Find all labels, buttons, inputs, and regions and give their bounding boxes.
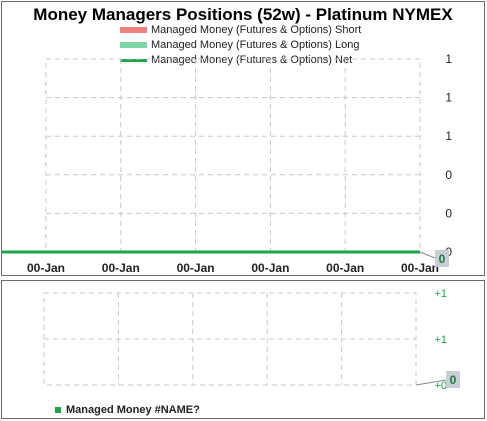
y-tick-label: 0 — [445, 206, 452, 220]
plot-frame — [45, 58, 421, 253]
x-tick-label: 00-Jan — [401, 261, 439, 275]
last-value-label: 0 — [439, 252, 446, 266]
bottom-chart-panel: +1 +1 +0 0 Managed Money #NAME? — [1, 280, 485, 419]
bottom-last-value-box — [446, 371, 460, 388]
legend-label-long: Managed Money (Futures & Options) Long — [151, 39, 360, 51]
bottom-y-tick-label: +0 — [434, 380, 447, 392]
bottom-y-tick-label: +1 — [434, 288, 447, 300]
legend-label-net: Managed Money (Futures & Options) Net — [151, 54, 353, 66]
bottom-y-tick-label: +1 — [434, 334, 447, 346]
y-tick-label: 1 — [445, 91, 452, 105]
x-tick-label: 00-Jan — [326, 261, 364, 275]
y-tick-label: 0 — [445, 168, 452, 182]
x-tick-label: 00-Jan — [27, 261, 65, 275]
last-value-leader — [419, 251, 436, 259]
y-tick-label: 1 — [445, 52, 452, 66]
legend-entry-long: Managed Money (Futures & Options) Long — [120, 39, 360, 51]
top-chart-plot: 11100000-Jan00-Jan00-Jan00-Jan00-Jan00-J… — [2, 52, 452, 275]
legend-entry-short: Managed Money (Futures & Options) Short — [120, 24, 361, 36]
bottom-last-value-leader — [415, 379, 447, 386]
bottom-legend-swatch — [55, 407, 61, 414]
chart-title: Money Managers Positions (52w) - Platinu… — [33, 5, 453, 24]
bottom-last-value-label: 0 — [450, 373, 457, 387]
x-tick-label: 00-Jan — [251, 261, 289, 275]
bottom-legend-label: Managed Money #NAME? — [66, 404, 200, 416]
legend-swatch-net — [120, 58, 147, 62]
x-tick-label: 00-Jan — [102, 261, 140, 275]
legend-swatch-short — [120, 27, 147, 34]
bottom-legend: Managed Money #NAME? — [55, 404, 200, 416]
x-tick-label: 00-Jan — [177, 261, 215, 275]
bottom-chart-plot: +1 +1 +0 0 — [43, 288, 460, 392]
legend-label-short: Managed Money (Futures & Options) Short — [151, 24, 362, 36]
top-chart-panel: Money Managers Positions (52w) - Platinu… — [1, 1, 485, 276]
last-value-box — [435, 250, 449, 267]
legend-swatch-long — [120, 42, 147, 49]
legend-entry-net: Managed Money (Futures & Options) Net — [120, 54, 352, 66]
y-tick-label: 1 — [445, 129, 452, 143]
